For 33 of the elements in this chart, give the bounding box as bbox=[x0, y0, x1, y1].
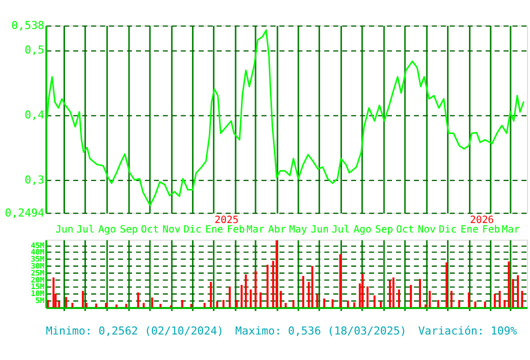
x-tick-label: May bbox=[289, 224, 308, 236]
x-tick-label: Feb bbox=[482, 224, 500, 236]
x-tick-label: Ene bbox=[460, 224, 478, 236]
x-tick-label: Nov bbox=[418, 224, 436, 236]
text: 0,4 bbox=[24, 108, 44, 122]
x-tick-label: Sep bbox=[375, 224, 394, 236]
x-tick-label: Mar bbox=[502, 224, 520, 236]
text: 0,3 bbox=[24, 173, 44, 186]
x-tick-label: Jul bbox=[76, 224, 94, 236]
text: 0,538 bbox=[11, 19, 44, 32]
x-tick-label: Oct bbox=[396, 224, 414, 236]
text: 2026 bbox=[470, 214, 494, 226]
text: Maximo: 0,536 (18/03/2025) bbox=[235, 324, 407, 338]
x-tick-label: Ago bbox=[98, 224, 116, 236]
x-tick-label: Jul bbox=[332, 224, 350, 236]
x-tick-label: Jun bbox=[56, 224, 74, 236]
text: 0,2494 bbox=[4, 206, 44, 220]
x-tick-label: Ago bbox=[353, 224, 372, 236]
text: Variación: 109% bbox=[418, 324, 518, 338]
x-tick-label: Feb bbox=[226, 224, 245, 236]
x-tick-label: Nov bbox=[162, 224, 181, 236]
x-tick-label: Ene bbox=[205, 224, 224, 236]
x-tick-label: Jun bbox=[310, 224, 329, 236]
text: Minimo: 0,2562 (02/10/2024) bbox=[46, 324, 224, 338]
x-tick-label: Dic bbox=[438, 224, 457, 236]
text: 2025 bbox=[214, 214, 239, 226]
text: 0,5 bbox=[24, 44, 44, 57]
x-tick-label: Abr bbox=[268, 224, 286, 236]
x-tick-label: Sep bbox=[120, 224, 138, 236]
x-tick-label: Oct bbox=[140, 224, 159, 236]
x-tick-label: Dic bbox=[184, 224, 202, 236]
line-series bbox=[46, 29, 524, 206]
x-tick-label: Mar bbox=[246, 224, 264, 236]
